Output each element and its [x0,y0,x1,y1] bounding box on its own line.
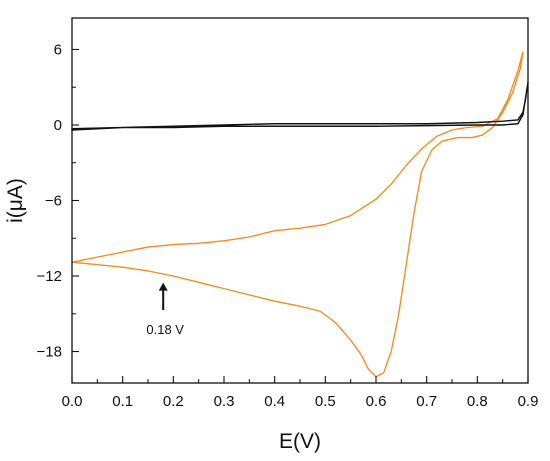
annotation-layer: 0.18 V [146,282,184,337]
annotation-arrow-head [158,282,168,291]
plot-background [72,18,528,383]
annotation-label: 0.18 V [146,322,184,337]
y-tick-label: 6 [54,41,62,58]
x-tick-label: 0.1 [112,393,133,410]
y-tick-label: −6 [45,193,62,210]
x-tick-label: 0.2 [163,393,184,410]
x-tick-label: 0.6 [366,393,387,410]
axis-layer: 0.0 0.1 0.2 0.3 0.4 0.5 0.6 0.7 0.8 0.9 6 0 −6 −12 −18… [4,41,538,453]
x-tick-label: 0.4 [264,393,285,410]
x-tick-label: 0.0 [62,393,83,410]
y-tick-label: −12 [37,268,62,285]
x-tick-label: 0.5 [315,393,336,410]
x-tick-label: 0.7 [416,393,437,410]
plot-frame [71,17,529,384]
y-tick-label: −18 [37,344,62,361]
x-tick-label: 0.8 [467,393,488,410]
x-tick-label: 0.9 [518,393,539,410]
y-tick-label: 0 [54,117,62,134]
y-axis-title: i(μA) [4,178,27,223]
series-line-1 [71,51,524,378]
x-axis-title: E(V) [279,430,321,453]
x-tick-label: 0.3 [214,393,235,410]
